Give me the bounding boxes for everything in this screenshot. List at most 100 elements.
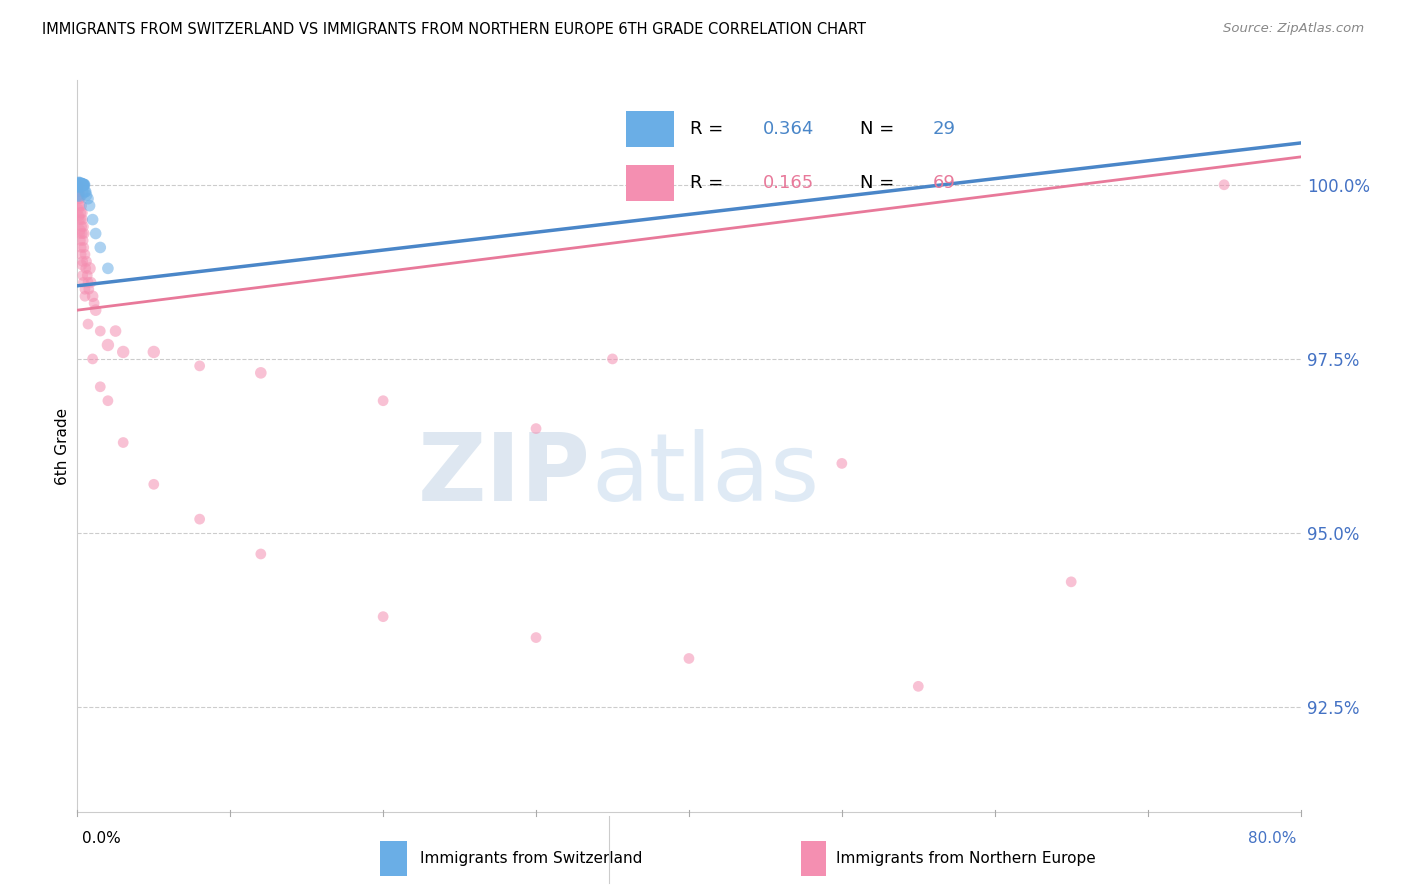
Point	[73, 240, 96, 254]
Point	[70, 178, 93, 192]
Text: R =: R =	[690, 120, 724, 137]
Point	[82, 289, 104, 303]
Point	[142, 477, 165, 491]
Point	[69, 178, 91, 192]
Point	[69, 234, 91, 248]
Text: R =: R =	[690, 174, 724, 192]
Point	[72, 212, 94, 227]
Text: ZIP: ZIP	[418, 429, 591, 521]
Point	[70, 199, 93, 213]
Bar	[626, 165, 673, 202]
Point	[69, 178, 91, 192]
Point	[67, 178, 90, 192]
Point	[82, 212, 104, 227]
Point	[77, 275, 100, 289]
Point	[69, 178, 91, 192]
Point	[75, 261, 97, 276]
Point	[69, 199, 91, 213]
Point	[69, 185, 91, 199]
Y-axis label: 6th Grade: 6th Grade	[55, 408, 70, 484]
Text: 80.0%: 80.0%	[1249, 831, 1296, 846]
Point	[72, 178, 94, 192]
Point	[67, 178, 90, 192]
Point	[371, 609, 394, 624]
Point	[72, 219, 94, 234]
Point	[188, 359, 211, 373]
Point	[79, 261, 101, 276]
Text: 0.0%: 0.0%	[82, 831, 121, 846]
Point	[70, 258, 93, 272]
Point	[250, 366, 273, 380]
Point	[371, 393, 394, 408]
Point	[67, 192, 90, 206]
Point	[70, 219, 93, 234]
Point	[77, 317, 100, 331]
Point	[112, 345, 135, 359]
Point	[69, 212, 91, 227]
Point	[524, 421, 547, 435]
Point	[77, 192, 100, 206]
Point	[73, 282, 96, 296]
Point	[77, 282, 100, 296]
Point	[73, 178, 96, 192]
Point	[104, 324, 127, 338]
Point	[67, 188, 90, 202]
Point	[69, 205, 91, 219]
Point	[70, 247, 93, 261]
Point	[67, 188, 90, 202]
Point	[524, 631, 547, 645]
Text: Immigrants from Northern Europe: Immigrants from Northern Europe	[835, 851, 1095, 866]
Point	[72, 178, 94, 192]
Point	[67, 212, 90, 227]
Point	[73, 289, 96, 303]
Point	[70, 178, 93, 192]
Point	[72, 234, 94, 248]
Point	[89, 240, 111, 254]
Point	[97, 261, 120, 276]
Text: atlas: atlas	[591, 429, 820, 521]
Point	[97, 338, 120, 352]
Point	[70, 227, 93, 241]
Point	[67, 178, 90, 192]
Point	[69, 223, 91, 237]
Point	[72, 268, 94, 283]
Point	[70, 240, 93, 254]
Point	[1060, 574, 1083, 589]
Point	[67, 178, 90, 192]
Point	[89, 324, 111, 338]
Point	[831, 457, 853, 471]
Point	[83, 296, 105, 310]
Point	[70, 205, 93, 219]
Text: N =: N =	[859, 174, 894, 192]
Point	[72, 178, 94, 192]
Point	[188, 512, 211, 526]
Bar	[380, 841, 408, 876]
Point	[112, 435, 135, 450]
Text: Source: ZipAtlas.com: Source: ZipAtlas.com	[1223, 22, 1364, 36]
Bar	[801, 841, 827, 876]
Point	[75, 185, 97, 199]
Point	[67, 185, 90, 199]
Point	[73, 178, 96, 192]
Point	[73, 247, 96, 261]
Point	[84, 227, 107, 241]
Point	[67, 178, 90, 192]
Point	[72, 254, 94, 268]
Point	[1213, 178, 1236, 192]
Point	[79, 199, 101, 213]
Text: IMMIGRANTS FROM SWITZERLAND VS IMMIGRANTS FROM NORTHERN EUROPE 6TH GRADE CORRELA: IMMIGRANTS FROM SWITZERLAND VS IMMIGRANT…	[42, 22, 866, 37]
Text: 0.165: 0.165	[763, 174, 814, 192]
Point	[76, 254, 98, 268]
Point	[69, 192, 91, 206]
Point	[70, 178, 93, 192]
Point	[76, 188, 98, 202]
Point	[69, 178, 91, 192]
Point	[89, 380, 111, 394]
Point	[907, 679, 929, 693]
Text: N =: N =	[859, 120, 894, 137]
Point	[250, 547, 273, 561]
Point	[602, 351, 624, 366]
Text: 0.364: 0.364	[763, 120, 814, 137]
Point	[67, 202, 90, 216]
Point	[97, 393, 120, 408]
